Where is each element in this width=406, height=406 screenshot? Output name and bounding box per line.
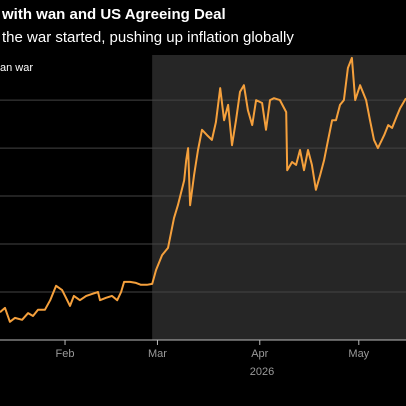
data-line	[0, 56, 406, 323]
x-tick-label: Feb	[56, 348, 75, 360]
x-tick-label: May	[348, 348, 369, 360]
chart-subtitle: the war started, pushing up inflation gl…	[2, 29, 294, 46]
x-tick-label: Mar	[148, 348, 167, 360]
chart-title: with wan and US Agreeing Deal	[1, 6, 226, 23]
x-tick-label: Apr	[251, 348, 268, 360]
shade-label: an war	[0, 62, 33, 74]
x-axis-label: 2026	[250, 366, 274, 378]
